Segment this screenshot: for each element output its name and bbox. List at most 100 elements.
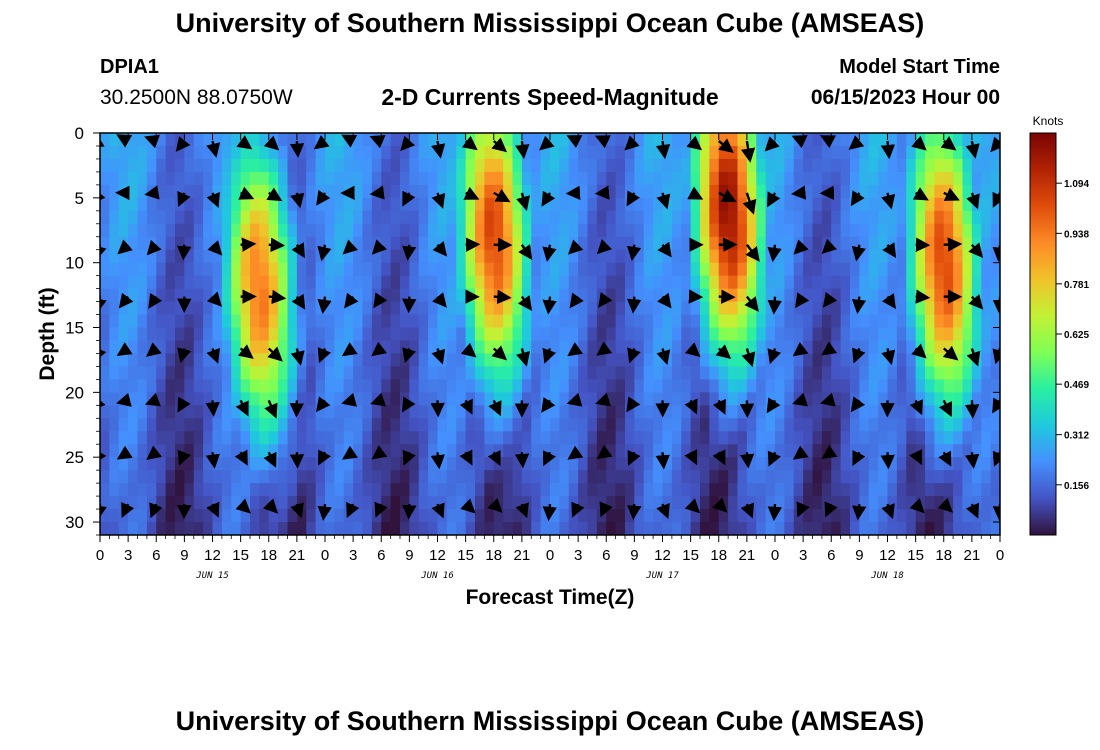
heatmap-cell xyxy=(859,431,870,445)
heatmap-cell xyxy=(240,145,251,160)
heatmap-cell xyxy=(840,509,851,523)
y-tick-label: 10 xyxy=(65,254,84,273)
heatmap-cell xyxy=(531,379,542,393)
heatmap-cell xyxy=(409,210,420,225)
heatmap-cell xyxy=(100,133,110,147)
heatmap-cell xyxy=(878,197,889,212)
heatmap-cell xyxy=(878,366,889,380)
heatmap-cell xyxy=(400,236,410,251)
heatmap-cell xyxy=(287,509,298,523)
heatmap-cell xyxy=(643,366,654,380)
heatmap-cell xyxy=(287,262,298,277)
heatmap-cell xyxy=(859,444,870,458)
heatmap-cell xyxy=(184,275,195,290)
current-vector xyxy=(718,289,736,304)
current-vector xyxy=(937,497,954,513)
x-tick-label: 0 xyxy=(771,547,779,564)
heatmap-cell xyxy=(531,327,542,342)
heatmap-cell xyxy=(343,210,354,225)
heatmap-cell xyxy=(362,457,373,471)
heatmap-cell xyxy=(203,340,214,355)
heatmap-cell xyxy=(118,418,129,432)
date-label: JUN 16 xyxy=(420,571,454,581)
heatmap-cell xyxy=(643,197,654,212)
heatmap-cell xyxy=(203,158,214,173)
heatmap-cell xyxy=(803,223,814,238)
heatmap-cell xyxy=(746,418,757,432)
heatmap-cell xyxy=(812,314,823,329)
heatmap-cell xyxy=(925,262,935,277)
heatmap-cell xyxy=(446,431,457,445)
heatmap-cell xyxy=(596,288,607,303)
heatmap-cell xyxy=(287,158,298,173)
heatmap-cell xyxy=(128,184,139,199)
heatmap-cell xyxy=(184,236,195,251)
heatmap-cell xyxy=(137,431,148,445)
heatmap-cell xyxy=(484,483,495,497)
heatmap-cell xyxy=(409,392,420,406)
heatmap-cell xyxy=(362,158,373,173)
heatmap-cell xyxy=(381,496,392,510)
heatmap-cell xyxy=(325,431,335,445)
heatmap-cell xyxy=(296,366,307,380)
heatmap-cell xyxy=(756,353,767,368)
heatmap-cell xyxy=(868,236,879,251)
current-vector xyxy=(627,347,641,364)
heatmap-cell xyxy=(878,288,889,303)
heatmap-cell xyxy=(812,431,823,445)
heatmap-cell xyxy=(812,483,823,497)
heatmap-cell xyxy=(653,210,664,225)
current-vector xyxy=(268,237,286,253)
heatmap-cell xyxy=(981,340,992,355)
heatmap-cell xyxy=(775,340,785,355)
heatmap-cell xyxy=(128,509,139,523)
heatmap-cell xyxy=(803,184,814,199)
heatmap-cell xyxy=(962,444,973,458)
heatmap-cell xyxy=(550,379,560,393)
heatmap-cell xyxy=(925,431,935,445)
heatmap-cell xyxy=(193,444,204,458)
heatmap-cell xyxy=(306,158,317,173)
heatmap-cell xyxy=(971,223,982,238)
heatmap-cell xyxy=(915,171,926,186)
heatmap-cell xyxy=(643,405,654,419)
heatmap-cell xyxy=(821,405,832,419)
heatmap-cell xyxy=(868,223,879,238)
heatmap-cell xyxy=(353,249,364,264)
heatmap-cell xyxy=(634,210,645,225)
heatmap-cell xyxy=(925,444,935,458)
heatmap-cell xyxy=(193,262,204,277)
heatmap-cell xyxy=(718,327,729,342)
heatmap-cell xyxy=(821,184,832,199)
heatmap-cell xyxy=(521,522,532,535)
heatmap-cell xyxy=(381,483,392,497)
heatmap-cell xyxy=(521,158,532,173)
heatmap-cell xyxy=(531,470,542,484)
heatmap-cell xyxy=(578,158,589,173)
heatmap-cell xyxy=(737,301,748,316)
heatmap-cell xyxy=(325,314,335,329)
heatmap-cell xyxy=(859,392,870,406)
heatmap-cell xyxy=(531,133,542,147)
heatmap-cell xyxy=(156,249,167,264)
heatmap-cell xyxy=(268,236,279,251)
heatmap-cell xyxy=(531,457,542,471)
heatmap-cell xyxy=(615,522,626,535)
heatmap-cell xyxy=(784,262,795,277)
heatmap-cell xyxy=(193,353,204,368)
heatmap-cell xyxy=(456,444,467,458)
heatmap-cell xyxy=(184,392,195,406)
heatmap-cell xyxy=(100,184,110,199)
heatmap-cell xyxy=(681,275,692,290)
heatmap-cell xyxy=(671,366,682,380)
heatmap-cell xyxy=(540,418,551,432)
heatmap-cell xyxy=(475,262,485,277)
heatmap-cell xyxy=(906,340,917,355)
heatmap-cell xyxy=(671,223,682,238)
heatmap-cell xyxy=(812,145,823,160)
heatmap-cell xyxy=(671,457,682,471)
heatmap-cell xyxy=(643,340,654,355)
heatmap-cell xyxy=(550,509,560,523)
heatmap-cell xyxy=(334,236,345,251)
heatmap-cell xyxy=(118,145,129,160)
